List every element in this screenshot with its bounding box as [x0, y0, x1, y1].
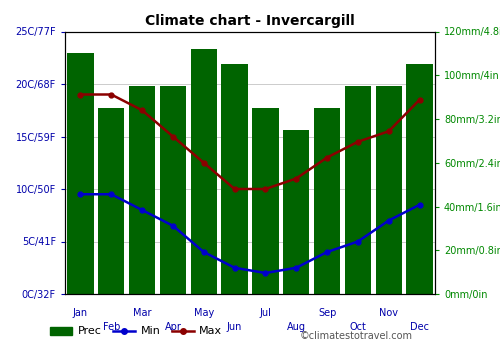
Text: Apr: Apr	[164, 322, 182, 332]
Title: Climate chart - Invercargill: Climate chart - Invercargill	[145, 14, 355, 28]
Bar	[68, 53, 94, 294]
Bar	[406, 64, 432, 294]
Bar	[345, 86, 371, 294]
Text: Jan: Jan	[73, 308, 88, 318]
Text: Mar: Mar	[133, 308, 152, 318]
Text: Oct: Oct	[350, 322, 366, 332]
Bar	[376, 86, 402, 294]
Bar	[283, 130, 310, 294]
Bar	[252, 108, 278, 294]
Bar	[190, 49, 217, 294]
Bar	[222, 64, 248, 294]
Bar	[98, 108, 124, 294]
Text: Aug: Aug	[287, 322, 306, 332]
Text: May: May	[194, 308, 214, 318]
Text: Dec: Dec	[410, 322, 429, 332]
Bar	[314, 108, 340, 294]
Legend: Prec, Min, Max: Prec, Min, Max	[46, 322, 227, 341]
Text: Feb: Feb	[102, 322, 120, 332]
Text: ©climatestotravel.com: ©climatestotravel.com	[300, 331, 413, 341]
Bar	[160, 86, 186, 294]
Text: Jul: Jul	[260, 308, 272, 318]
Bar	[129, 86, 155, 294]
Text: Sep: Sep	[318, 308, 336, 318]
Text: Jun: Jun	[227, 322, 242, 332]
Text: Nov: Nov	[380, 308, 398, 318]
